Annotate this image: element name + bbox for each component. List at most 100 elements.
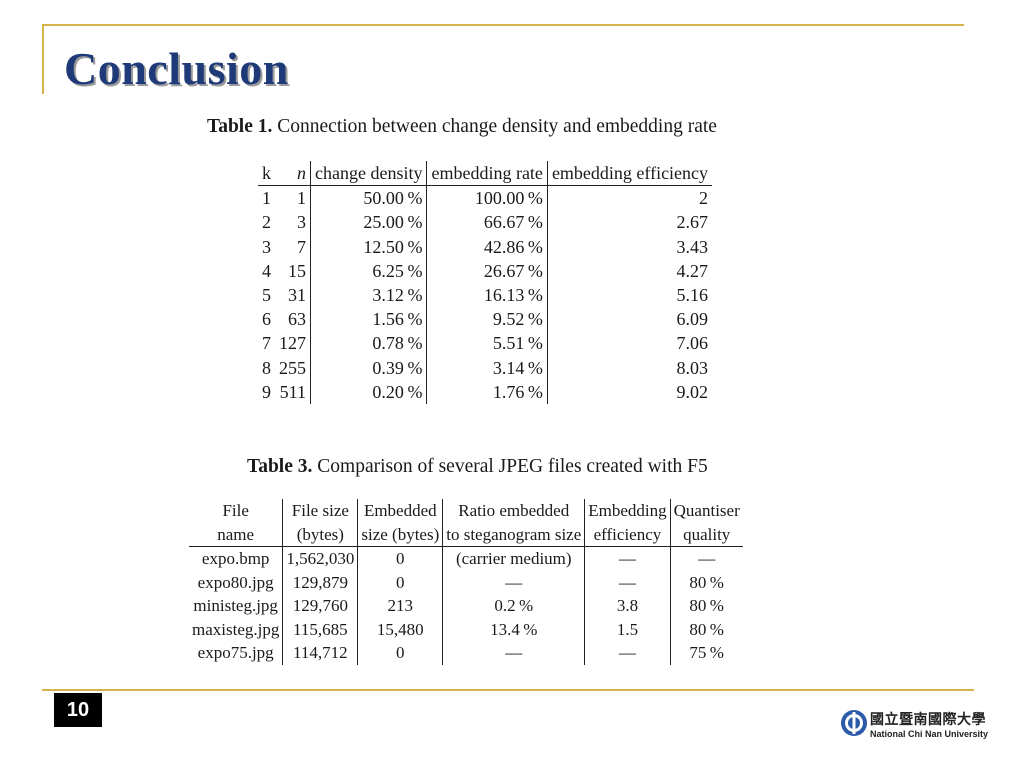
top-accent-rule <box>42 24 964 26</box>
table-row: maxisteg.jpg 115,685 15,480 13.4 % 1.5 80 % <box>189 617 743 641</box>
cell-ratio: — <box>442 641 586 665</box>
cell-quality: 75 % <box>689 643 724 662</box>
cell-file-name: expo75.jpg <box>189 641 284 665</box>
cell-file-size: 115,685 <box>282 617 359 641</box>
cell-change-density: 50.00 % <box>310 185 428 211</box>
header-embedding: Embedding <box>584 499 671 523</box>
cell-n: 63 <box>275 307 311 332</box>
cell-embedding-rate: 66.67 % <box>426 210 548 235</box>
table-row: expo.bmp 1,562,030 0 (carrier medium) — — <box>189 546 743 571</box>
cell-embedding-efficiency: 5.16 <box>676 285 709 306</box>
cell-embedding-rate: 26.67 % <box>426 258 548 284</box>
cell-ratio: (carrier medium) <box>442 546 586 571</box>
cell-change-density: 6.25 % <box>310 258 428 284</box>
cell-quality: 80 % <box>689 619 724 639</box>
cell-embedding-efficiency: 2 <box>699 188 709 209</box>
jpeg-comparison-table: File File size Embedded Ratio embedded E… <box>189 499 743 665</box>
table-row: 4 15 6.25 % 26.67 % 4.27 <box>258 258 712 284</box>
header-file-size: File size <box>282 499 359 523</box>
cell-change-density: 0.39 % <box>310 355 428 380</box>
cell-quality: — <box>698 549 716 568</box>
table-row: 9 511 0.20 % 1.76 % 9.02 <box>258 379 712 405</box>
table-row: ministeg.jpg 129,760 213 0.2 % 3.8 80 % <box>189 594 743 618</box>
table-header-row: File File size Embedded Ratio embedded E… <box>189 499 743 523</box>
cell-k: 4 <box>262 260 271 281</box>
cell-change-density: 1.56 % <box>310 307 428 332</box>
cell-n: 127 <box>275 331 311 356</box>
cell-ratio: 0.2 % <box>442 594 586 618</box>
cell-change-density: 12.50 % <box>310 234 428 259</box>
cell-efficiency: — <box>584 641 671 665</box>
cell-n: 3 <box>275 210 311 235</box>
table-row: 8 255 0.39 % 3.14 % 8.03 <box>258 355 712 380</box>
header-n: n <box>275 161 311 187</box>
table-row: 1 1 50.00 % 100.00 % 2 <box>258 185 712 211</box>
cell-file-name: ministeg.jpg <box>189 594 284 618</box>
header-bytes: (bytes) <box>282 522 359 547</box>
header-quality: quality <box>670 522 743 547</box>
cell-k: 2 <box>262 212 271 233</box>
cell-quality: 80 % <box>689 572 724 592</box>
cell-embedding-rate: 9.52 % <box>426 307 548 332</box>
table-row: 7 127 0.78 % 5.51 % 7.06 <box>258 331 712 356</box>
header-size-bytes: size (bytes) <box>357 522 444 547</box>
cell-file-size: 114,712 <box>282 641 359 665</box>
cell-n: 7 <box>275 234 311 259</box>
cell-k: 7 <box>262 333 271 354</box>
header-to-steganogram-size: to steganogram size <box>442 522 586 547</box>
table-row: 2 3 25.00 % 66.67 % 2.67 <box>258 210 712 235</box>
header-file: File <box>189 499 284 523</box>
cell-k: 5 <box>262 285 271 306</box>
cell-efficiency: 3.8 <box>584 594 671 618</box>
cell-quality: 80 % <box>689 596 724 615</box>
table1-caption: Table 1. Connection between change densi… <box>207 116 717 138</box>
header-name: name <box>189 522 284 547</box>
cell-embedding-rate: 5.51 % <box>426 331 548 356</box>
cell-embedding-rate: 16.13 % <box>426 283 548 308</box>
table-header-row: k n change density embedding rate embedd… <box>258 161 713 187</box>
cell-efficiency: — <box>584 570 671 594</box>
table-row: 6 63 1.56 % 9.52 % 6.09 <box>258 307 712 332</box>
cell-embedding-rate: 1.76 % <box>426 379 548 405</box>
table1-caption-label: Table 1. <box>207 116 273 137</box>
cell-efficiency: 1.5 <box>584 617 671 641</box>
header-embedding-rate: embedding rate <box>426 161 548 187</box>
header-quantiser: Quantiser <box>673 501 740 520</box>
cell-file-size: 1,562,030 <box>282 546 359 571</box>
cell-file-name: maxisteg.jpg <box>189 617 284 641</box>
cell-embedding-rate: 100.00 % <box>426 185 548 211</box>
table-header-row: name (bytes) size (bytes) to steganogram… <box>189 522 743 547</box>
cell-embedded-size: 213 <box>357 594 444 618</box>
cell-embedding-efficiency: 2.67 <box>676 212 709 233</box>
cell-embedding-rate: 3.14 % <box>426 355 548 380</box>
cell-k: 3 <box>262 236 271 257</box>
cell-n: 511 <box>275 379 311 405</box>
cell-embedded-size: 15,480 <box>357 617 444 641</box>
header-k: k <box>258 161 275 187</box>
cell-embedding-efficiency: 7.06 <box>676 333 709 354</box>
table-row: expo75.jpg 114,712 0— —75 % <box>189 641 743 665</box>
header-embedding-efficiency: embedding efficiency <box>547 161 713 187</box>
cell-embedding-efficiency: 3.43 <box>676 236 709 257</box>
table-row: 3 7 12.50 % 42.86 % 3.43 <box>258 234 712 259</box>
cell-n: 1 <box>275 185 311 211</box>
header-change-density: change density <box>310 161 428 187</box>
slide-title: Conclusion <box>64 43 289 94</box>
page-number: 10 <box>54 693 102 727</box>
cell-embedding-efficiency: 9.02 <box>676 381 709 402</box>
cell-file-size: 129,760 <box>282 594 359 618</box>
cell-n: 255 <box>275 355 311 380</box>
table-row: 5 31 3.12 % 16.13 % 5.16 <box>258 283 712 308</box>
university-emblem-icon <box>841 710 867 736</box>
cell-ratio: — <box>442 570 586 594</box>
table1-caption-text: Connection between change density and em… <box>277 116 717 137</box>
cell-k: 9 <box>262 381 271 402</box>
cell-n: 15 <box>275 258 311 284</box>
cell-file-name: expo.bmp <box>189 546 284 571</box>
university-name-english: National Chi Nan University <box>870 729 989 739</box>
cell-efficiency: — <box>584 546 671 571</box>
header-ratio-embedded: Ratio embedded <box>442 499 586 523</box>
change-density-table: k n change density embedding rate embedd… <box>258 161 713 405</box>
cell-embedded-size: 0 <box>357 546 444 571</box>
cell-embedded-size: 0 <box>357 641 444 665</box>
